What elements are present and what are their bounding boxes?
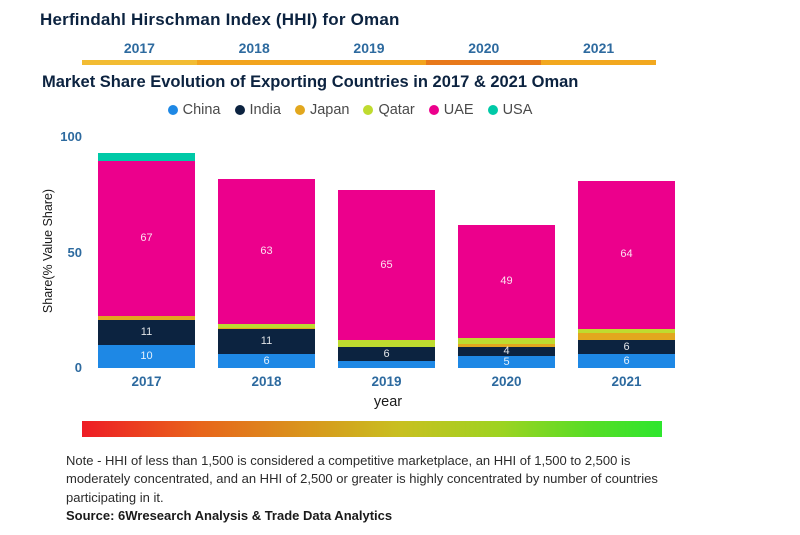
data-label: 49 bbox=[500, 274, 513, 287]
bar-segment-uae-2019[interactable]: 65 bbox=[338, 190, 435, 341]
page-title: Herfindahl Hirschman Index (HHI) for Oma… bbox=[40, 10, 400, 29]
x-tick-2021: 2021 bbox=[611, 374, 642, 389]
legend-dot-icon bbox=[234, 105, 245, 115]
y-tick-100: 100 bbox=[60, 129, 82, 144]
strip-segment bbox=[82, 60, 197, 65]
note-line: Note - HHI of less than 1,500 is conside… bbox=[66, 453, 631, 468]
legend-dot-icon bbox=[167, 105, 178, 115]
x-tick-2018: 2018 bbox=[251, 374, 282, 389]
legend-label: UAE bbox=[443, 102, 474, 118]
data-label: 65 bbox=[380, 258, 393, 271]
bar-segment-qatar-2019[interactable] bbox=[338, 340, 435, 348]
legend-item-india[interactable]: India bbox=[234, 102, 281, 118]
bar-segment-japan-2018[interactable] bbox=[218, 327, 315, 329]
note-line: participating in it. bbox=[66, 489, 164, 505]
bar-segment-uae-2020[interactable]: 49 bbox=[458, 224, 555, 338]
hhi-gradient-strip bbox=[82, 60, 656, 65]
x-tick-2020: 2020 bbox=[491, 374, 522, 389]
y-tick-50: 50 bbox=[67, 245, 82, 260]
bar-segment-uae-2017[interactable]: 67 bbox=[98, 161, 195, 317]
legend-dot-icon bbox=[294, 105, 305, 115]
legend-item-japan[interactable]: Japan bbox=[294, 102, 350, 118]
x-tick-2019: 2019 bbox=[371, 374, 402, 389]
data-label: 10 bbox=[140, 349, 153, 362]
bar-segment-india-2019[interactable]: 6 bbox=[338, 347, 435, 362]
strip-segment bbox=[196, 60, 312, 65]
data-label: 6 bbox=[623, 340, 630, 353]
stacked-bar-plot: 67 11 10 63 11 6 65 6 49 4 5 64 6 6 bbox=[88, 137, 688, 368]
legend-dot-icon bbox=[363, 105, 374, 115]
stacked-bar-2019[interactable]: 65 6 bbox=[338, 190, 435, 368]
strip-segment bbox=[311, 60, 427, 65]
legend-item-usa[interactable]: USA bbox=[487, 102, 533, 118]
strip-year-label: 2021 bbox=[583, 40, 615, 56]
bar-segment-china-2020[interactable]: 5 bbox=[458, 356, 555, 368]
strip-segment bbox=[426, 60, 542, 65]
bar-segment-india-2017[interactable]: 11 bbox=[98, 319, 195, 345]
bar-segment-japan-2017[interactable] bbox=[98, 316, 195, 320]
bar-segment-qatar-2021[interactable] bbox=[578, 328, 675, 334]
stacked-bar-2021[interactable]: 64 6 6 bbox=[578, 180, 675, 368]
x-axis-label: year bbox=[373, 394, 403, 410]
legend-label: USA bbox=[502, 102, 533, 118]
bar-segment-india-2020[interactable]: 4 bbox=[458, 345, 555, 358]
data-label: 6 bbox=[623, 354, 630, 367]
legend-item-china[interactable]: China bbox=[167, 102, 221, 118]
x-tick-2017: 2017 bbox=[131, 374, 162, 389]
y-tick-0: 0 bbox=[74, 360, 82, 375]
data-label: 64 bbox=[620, 248, 633, 261]
bar-segment-india-2018[interactable]: 11 bbox=[218, 328, 315, 355]
data-label: 4 bbox=[503, 345, 510, 358]
bar-segment-china-2018[interactable]: 6 bbox=[218, 354, 315, 368]
legend-item-qatar[interactable]: Qatar bbox=[363, 102, 415, 118]
bar-segment-qatar-2018[interactable] bbox=[218, 324, 315, 328]
stacked-bar-2017[interactable]: 67 11 10 bbox=[98, 153, 195, 368]
data-label: 5 bbox=[503, 355, 510, 368]
bar-segment-japan-2020[interactable] bbox=[458, 343, 555, 348]
data-label: 63 bbox=[260, 244, 273, 257]
strip-year-label: 2018 bbox=[238, 40, 270, 56]
legend-label: India bbox=[249, 102, 281, 118]
bar-segment-india-2021[interactable]: 6 bbox=[578, 340, 675, 355]
legend-dot-icon bbox=[487, 105, 498, 115]
bar-segment-uae-2018[interactable]: 63 bbox=[218, 178, 315, 325]
legend-dot-icon bbox=[428, 105, 439, 115]
bar-segment-china-2017[interactable]: 10 bbox=[98, 344, 195, 368]
data-label: 11 bbox=[140, 325, 153, 338]
data-label: 6 bbox=[383, 347, 390, 360]
bar-segment-qatar-2020[interactable] bbox=[458, 338, 555, 344]
strip-year-label: 2017 bbox=[123, 40, 155, 56]
hhi-year-strip-labels: 2017 2018 2019 2020 2021 bbox=[82, 40, 656, 56]
legend-label: Qatar bbox=[378, 102, 415, 118]
strip-year-label: 2019 bbox=[353, 40, 385, 56]
strip-segment bbox=[541, 60, 656, 65]
chart-legend: China India Japan Qatar UAE USA bbox=[0, 102, 700, 118]
hhi-color-scale-bar bbox=[82, 421, 662, 437]
legend-label: Japan bbox=[309, 102, 350, 118]
legend-item-uae[interactable]: UAE bbox=[428, 102, 474, 118]
bar-segment-japan-2021[interactable] bbox=[578, 333, 675, 341]
bar-segment-uae-2021[interactable]: 64 bbox=[578, 180, 675, 329]
bar-segment-china-2021[interactable]: 6 bbox=[578, 354, 675, 368]
stacked-bar-2020[interactable]: 49 4 5 bbox=[458, 224, 555, 368]
chart-title: Market Share Evolution of Exporting Coun… bbox=[42, 73, 579, 91]
data-label: 67 bbox=[140, 232, 153, 245]
data-label: 11 bbox=[260, 334, 273, 347]
bar-segment-china-2019[interactable] bbox=[338, 361, 435, 368]
data-label: 6 bbox=[263, 354, 270, 367]
bar-segment-usa-2017[interactable] bbox=[98, 153, 195, 162]
source-text: Source: 6Wresearch Analysis & Trade Data… bbox=[66, 508, 393, 523]
legend-label: China bbox=[182, 102, 221, 118]
stacked-bar-2018[interactable]: 63 11 6 bbox=[218, 178, 315, 368]
note-line: moderately concentrated, and an HHI of 2… bbox=[66, 471, 658, 487]
strip-year-label: 2020 bbox=[468, 40, 500, 56]
note-text: Note - HHI of less than 1,500 is conside… bbox=[66, 452, 706, 507]
